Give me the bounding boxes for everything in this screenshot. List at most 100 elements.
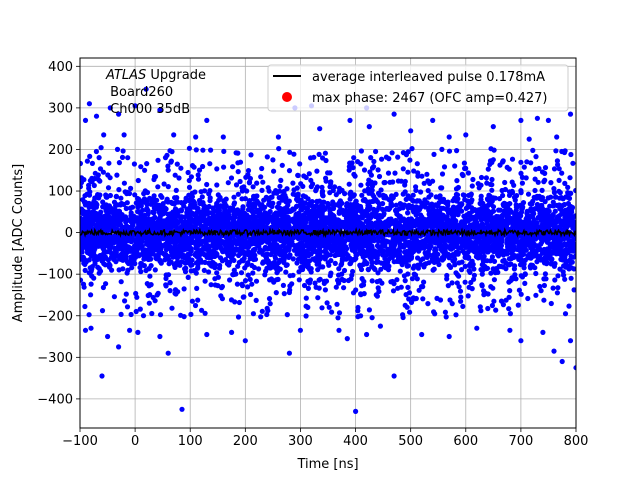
scatter-point (195, 264, 201, 270)
scatter-point (226, 244, 232, 250)
scatter-point (537, 211, 543, 217)
scatter-point (80, 211, 86, 217)
scatter-point (379, 214, 385, 220)
scatter-point (184, 206, 190, 212)
scatter-point (539, 224, 545, 230)
scatter-point (261, 224, 267, 230)
scatter-point (319, 184, 325, 190)
scatter-point (245, 260, 251, 266)
scatter-point (341, 285, 347, 291)
scatter-point (214, 270, 220, 276)
scatter-point (195, 220, 201, 226)
scatter-point (151, 193, 157, 199)
scatter-point (216, 240, 222, 246)
scatter-point (534, 220, 540, 226)
scatter-point (512, 197, 518, 203)
scatter-point (183, 195, 189, 201)
scatter-point (99, 256, 105, 262)
scatter-point (277, 188, 283, 194)
scatter-point (489, 197, 495, 203)
scatter-point (298, 264, 304, 271)
scatter-point (260, 205, 266, 211)
scatter-point (429, 203, 435, 209)
scatter-point (483, 266, 489, 272)
scatter-point (374, 255, 380, 261)
scatter-point (183, 265, 189, 271)
scatter-point (445, 209, 451, 216)
scatter-point (223, 196, 229, 202)
scatter-point (309, 235, 315, 241)
scatter-point (272, 253, 278, 259)
scatter-point (378, 266, 384, 272)
scatter-point (444, 272, 450, 279)
scatter-point (479, 247, 485, 253)
scatter-point (526, 213, 532, 219)
plot-data (80, 86, 576, 414)
scatter-point (304, 248, 310, 254)
scatter-point (146, 220, 152, 227)
scatter-point (403, 239, 409, 245)
scatter-point (572, 235, 576, 241)
scatter-point (353, 252, 359, 259)
scatter-point (440, 205, 446, 211)
scatter-point (525, 253, 531, 259)
scatter-point (425, 188, 431, 194)
scatter-point (471, 272, 477, 278)
scatter-point (397, 244, 403, 250)
scatter-point (188, 202, 194, 208)
scatter-point (254, 180, 260, 186)
scatter-point (364, 210, 370, 216)
scatter-point (520, 252, 526, 258)
scatter-point (381, 195, 387, 201)
scatter-point (189, 210, 195, 216)
scatter-point (343, 207, 349, 213)
scatter-point (532, 187, 538, 194)
scatter-point (518, 273, 524, 279)
scatter-point (97, 268, 104, 274)
scatter-point (353, 198, 359, 204)
scatter-point (91, 275, 97, 281)
scatter-point (182, 260, 188, 266)
scatter-point (510, 224, 516, 230)
scatter-point (389, 278, 396, 285)
scatter-point (174, 195, 180, 201)
scatter-point (414, 233, 420, 239)
scatter-point (533, 270, 539, 277)
scatter-point (105, 185, 112, 191)
scatter-point (365, 266, 371, 272)
scatter-point (514, 193, 520, 199)
scatter-point (395, 255, 402, 262)
scatter-point (290, 191, 296, 197)
scatter-point (489, 254, 495, 260)
scatter-point (173, 247, 179, 253)
scatter-point (137, 210, 144, 216)
scatter-point (242, 265, 248, 271)
scatter-point (368, 257, 374, 263)
scatter-point (396, 251, 402, 257)
scatter-point (419, 214, 425, 220)
scatter-point (325, 244, 331, 250)
scatter-point (501, 218, 507, 224)
scatter-point (191, 268, 197, 274)
scatter-point (420, 296, 426, 302)
scatter-point (380, 201, 386, 207)
scatter-point (187, 251, 193, 257)
scatter-point (117, 256, 123, 262)
scatter-point (201, 238, 207, 244)
scatter-point (562, 249, 568, 256)
scatter-point (86, 200, 92, 206)
scatter-point (561, 257, 567, 263)
scatter-point (147, 195, 153, 201)
scatter-point (312, 218, 318, 224)
scatter-point (457, 288, 464, 294)
scatter-point (394, 277, 400, 283)
scatter-point (427, 180, 433, 187)
scatter-point (149, 200, 155, 206)
scatter-point (263, 238, 269, 244)
scatter-point (333, 192, 339, 198)
scatter-point (129, 265, 135, 271)
scatter-point (558, 195, 565, 201)
scatter-point (415, 208, 421, 214)
scatter-point (123, 253, 129, 259)
scatter-point (294, 196, 300, 202)
